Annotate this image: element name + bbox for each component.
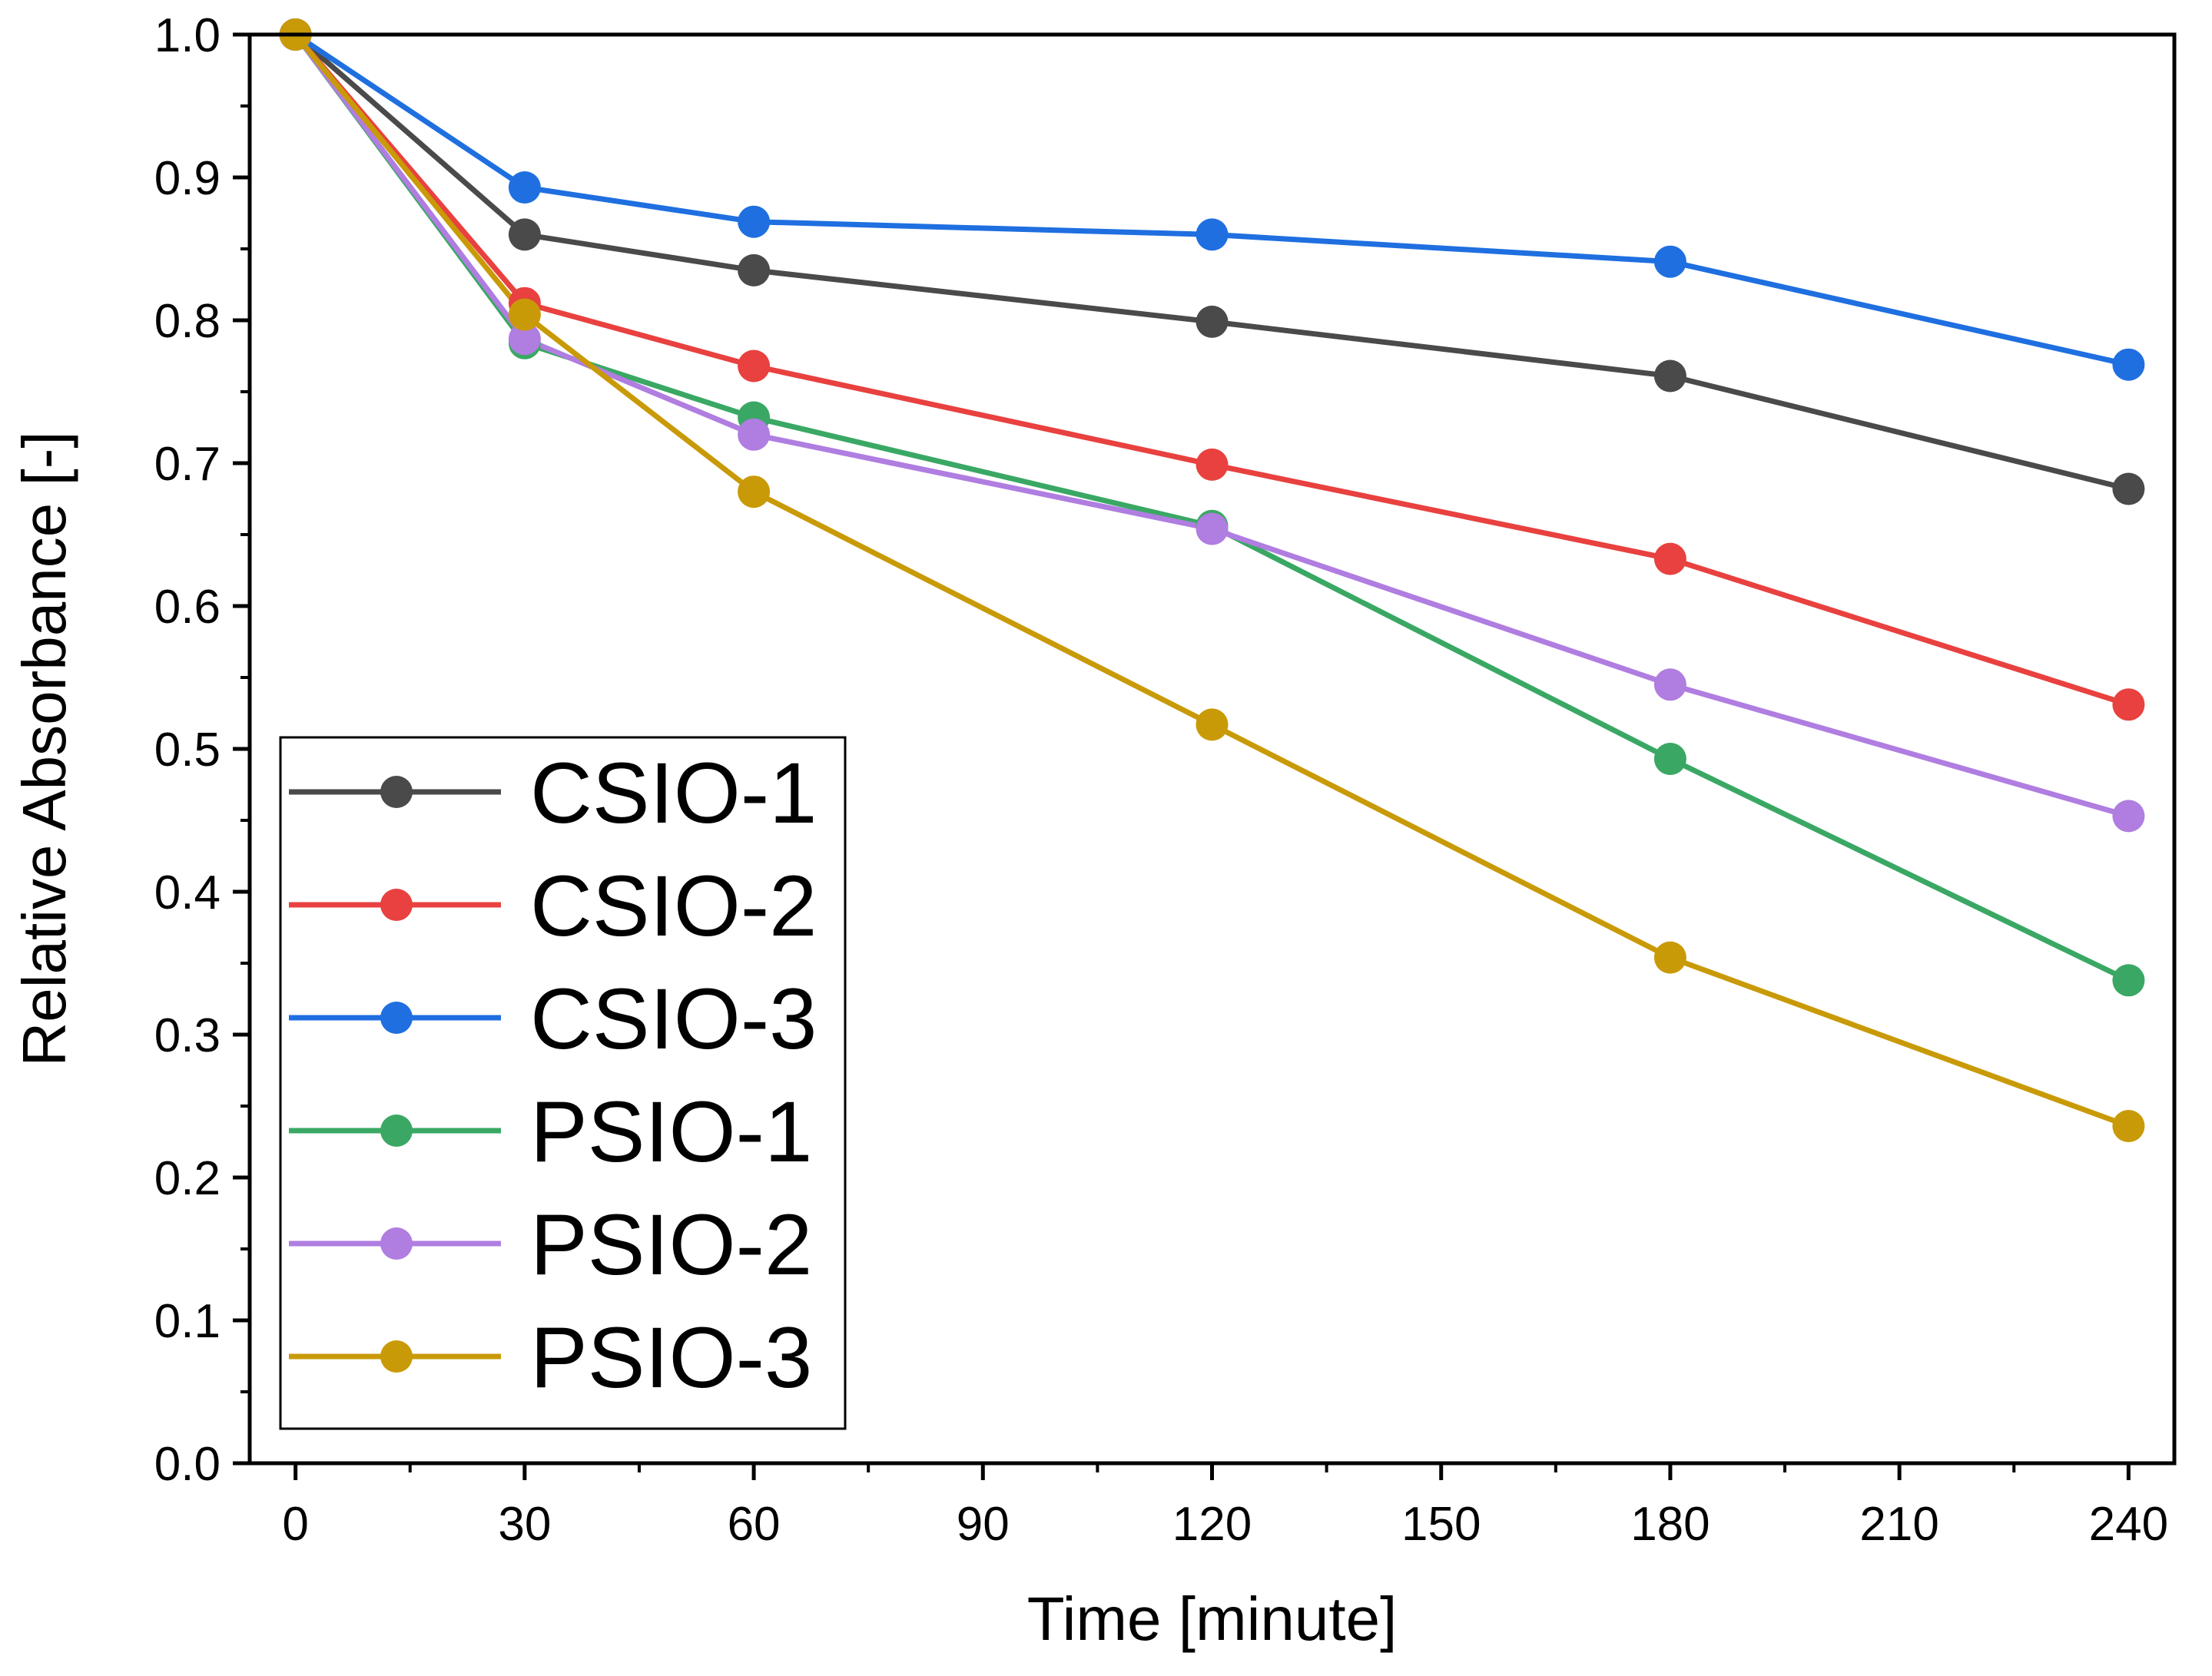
x-tick-label-7: 210 <box>1859 1498 1938 1551</box>
legend-marker-psio-2 <box>380 1227 413 1260</box>
data-point-psio-3-2 <box>738 475 771 508</box>
data-point-csio-1-3 <box>1196 305 1229 338</box>
legend: CSIO-1 CSIO-2 CSIO-3 PSIO-1 PSIO-2 PSIO-3 <box>279 736 847 1430</box>
data-point-psio-3-4 <box>1653 941 1686 974</box>
data-point-psio-1-4 <box>1653 743 1686 775</box>
data-point-psio-1-5 <box>2112 964 2145 997</box>
data-point-psio-3-1 <box>508 298 541 331</box>
y-tick-label-7: 0.7 <box>154 438 221 491</box>
x-tick-label-0: 0 <box>282 1498 308 1551</box>
data-point-csio-1-4 <box>1653 359 1686 393</box>
data-point-psio-3-3 <box>1196 708 1229 741</box>
data-point-csio-1-5 <box>2112 472 2145 505</box>
legend-label-csio-1: CSIO-1 <box>530 745 817 841</box>
data-point-csio-1-1 <box>508 218 541 251</box>
data-point-psio-2-2 <box>738 418 771 451</box>
data-point-csio-2-4 <box>1653 542 1686 575</box>
legend-marker-psio-1 <box>380 1115 413 1147</box>
y-tick-label-5: 0.5 <box>154 724 221 777</box>
data-point-psio-2-5 <box>2112 800 2145 833</box>
legend-marker-csio-3 <box>380 1002 413 1034</box>
y-tick-label-0: 0.0 <box>154 1438 221 1491</box>
series-line-psio-3 <box>293 32 2130 1129</box>
data-point-psio-2-3 <box>1196 512 1229 545</box>
y-axis-title: Relative Absorbance [-] <box>10 431 78 1066</box>
data-point-csio-3-1 <box>508 171 541 204</box>
data-point-csio-2-3 <box>1196 448 1229 481</box>
y-tick-label-9: 0.9 <box>154 152 221 205</box>
series-line-csio-2 <box>293 32 2130 707</box>
axes-layer: 0 30 60 90 120 150 180 210 240 0.0 0.1 0.2 0.3 0.4 0.5… <box>154 9 2177 1551</box>
x-axis-title: Time [minute] <box>1027 1585 1398 1653</box>
x-tick-label-3: 90 <box>957 1498 1010 1551</box>
data-point-psio-3-5 <box>2112 1110 2145 1142</box>
y-tick-label-8: 0.8 <box>154 295 221 348</box>
data-point-csio-2-5 <box>2112 688 2145 721</box>
x-tick-label-5: 150 <box>1401 1498 1481 1551</box>
legend-box <box>279 736 847 1430</box>
data-point-psio-2-4 <box>1653 668 1686 701</box>
y-tick-label-10: 1.0 <box>154 9 221 62</box>
y-tick-label-2: 0.2 <box>154 1152 221 1205</box>
x-tick-label-4: 120 <box>1172 1498 1252 1551</box>
x-tick-label-1: 30 <box>498 1498 551 1551</box>
x-tick-label-8: 240 <box>2089 1498 2168 1551</box>
data-point-psio-2-1 <box>508 323 541 356</box>
x-tick-label-2: 60 <box>728 1498 781 1551</box>
data-point-csio-1-2 <box>738 253 771 287</box>
legend-marker-csio-1 <box>380 776 413 808</box>
data-point-csio-3-2 <box>738 205 771 238</box>
series-layer <box>279 18 2145 1142</box>
data-point-csio-2-2 <box>738 349 771 383</box>
y-tick-label-4: 0.4 <box>154 866 221 919</box>
x-tick-label-6: 180 <box>1630 1498 1710 1551</box>
data-point-csio-3-3 <box>1196 218 1229 251</box>
series-line-csio-3 <box>293 32 2130 368</box>
legend-label-psio-1: PSIO-1 <box>530 1084 812 1180</box>
legend-label-csio-3: CSIO-3 <box>530 971 817 1067</box>
series-line-csio-1 <box>293 32 2130 492</box>
y-tick-label-6: 0.6 <box>154 581 221 634</box>
legend-label-psio-3: PSIO-3 <box>530 1310 812 1406</box>
data-point-csio-3-5 <box>2112 348 2145 381</box>
legend-marker-csio-2 <box>380 889 413 921</box>
series-line-psio-2 <box>293 32 2130 819</box>
y-tick-label-1: 0.1 <box>154 1295 221 1348</box>
legend-label-csio-2: CSIO-2 <box>530 858 817 954</box>
legend-label-psio-2: PSIO-2 <box>530 1197 812 1293</box>
data-point-csio-3-4 <box>1653 245 1686 278</box>
y-tick-label-3: 0.3 <box>154 1009 221 1062</box>
legend-marker-psio-3 <box>380 1340 413 1373</box>
